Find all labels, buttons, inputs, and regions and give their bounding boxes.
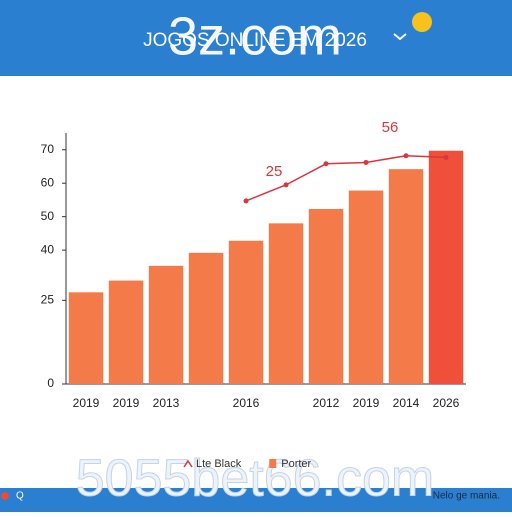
bar <box>228 240 264 384</box>
annotation: 56 <box>382 119 399 136</box>
line-point <box>403 153 409 159</box>
x-tick-label: 2016 <box>233 396 260 410</box>
x-tick-label: 2026 <box>433 396 460 410</box>
bar <box>148 265 184 384</box>
footer-note: Nelo ge mania. <box>433 491 500 502</box>
y-tick-label: 60 <box>41 175 55 189</box>
bar <box>68 292 104 384</box>
line-point <box>243 198 249 204</box>
y-tick-label: 25 <box>41 293 55 307</box>
legend-marker <box>269 459 277 468</box>
bar <box>268 223 304 384</box>
legend-marker <box>183 459 193 468</box>
x-tick-label: 2012 <box>313 396 340 410</box>
bar <box>428 150 464 384</box>
legend-label: Lte Black <box>196 458 242 470</box>
line-point <box>283 182 289 188</box>
line-point <box>323 161 329 167</box>
footer-banner: 5055bet66.com <box>76 450 435 508</box>
chevron[interactable] <box>393 33 407 41</box>
x-tick-label: 2019 <box>73 396 100 410</box>
bar <box>388 169 424 384</box>
x-tick-label: 2014 <box>393 396 420 410</box>
bar <box>308 208 344 384</box>
footer-bar <box>0 488 512 512</box>
y-tick-label: 0 <box>47 376 54 390</box>
sun-icon <box>412 12 432 32</box>
legend-label: Porter <box>281 458 311 470</box>
footer-icon-label: Q <box>16 491 24 502</box>
x-tick-label: 2019 <box>353 396 380 410</box>
x-tick-label: 2019 <box>113 396 140 410</box>
header-bar <box>0 0 512 76</box>
x-tick-label: 2013 <box>153 396 180 410</box>
line-point <box>443 154 449 160</box>
y-tick-label: 50 <box>41 209 55 223</box>
y-tick-label: 70 <box>41 142 55 156</box>
bar <box>348 190 384 384</box>
logo: 3z.com <box>168 6 342 66</box>
bar <box>188 252 224 384</box>
line-point <box>363 159 369 165</box>
annotation: 25 <box>266 163 283 180</box>
line <box>245 155 447 202</box>
y-tick-label: 40 <box>41 242 55 256</box>
header-title: JOGOS ONLINE EM 2026 <box>143 30 367 51</box>
status-dot <box>1 492 9 500</box>
bar <box>108 280 144 384</box>
